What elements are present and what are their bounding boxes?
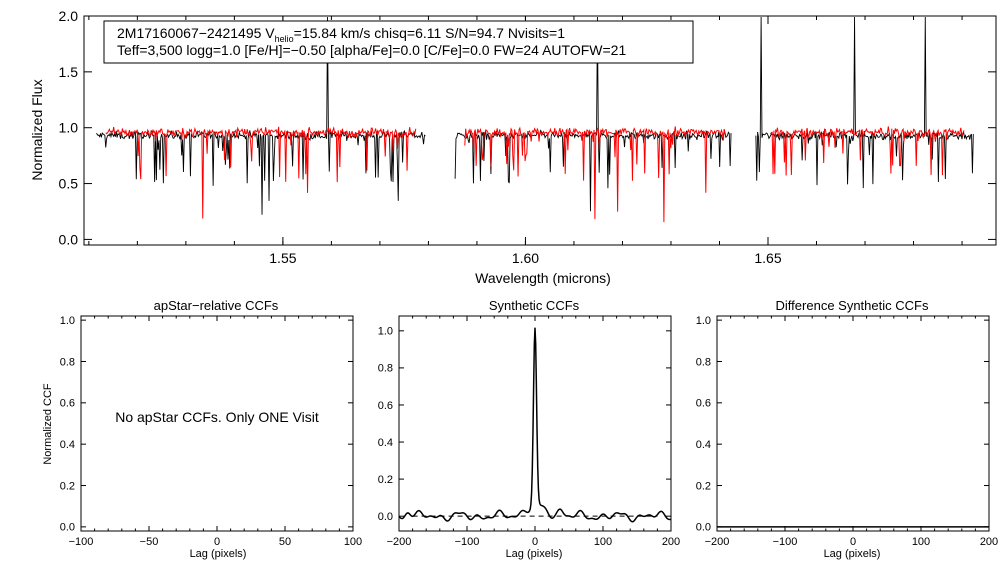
synthetic-ccf-x-tick-label: −100 — [455, 536, 480, 548]
difference-ccf-axes: −200 −100 0 100 200 0.0 0.2 0.4 0.6 0.8 1.0 — [696, 315, 998, 548]
apstar-ccf-x-tick-label: −50 — [140, 536, 159, 548]
synthetic-ccf-panel: Synthetic CCFs −200 −100 0 100 200 0.0 0.2 0.4 0… — [378, 298, 680, 560]
synthetic-ccf-y-tick-label: 0.4 — [378, 437, 393, 449]
apstar-ccf-y-tick-label: 0.4 — [60, 439, 75, 451]
difference-ccf-x-tick-label: 0 — [850, 536, 856, 548]
apstar-ccf-x-tick-label: 0 — [214, 536, 220, 548]
spectrum-y-tick-label: 0.5 — [59, 175, 79, 191]
apstar-ccf-panel: apStar−relative CCFs −100 −50 0 50 100 0.0 0.2… — [42, 298, 362, 560]
spectrum-plot-area — [95, 16, 974, 223]
spectrum-panel: 1.55 1.60 1.65 0.0 0.5 1.0 1.5 2.0 2M17160067−2… — [29, 8, 997, 286]
synthetic-ccf-x-tick-label: 200 — [662, 536, 680, 548]
difference-ccf-x-tick-label: −100 — [773, 536, 798, 548]
difference-ccf-y-tick-label: 0.4 — [696, 439, 711, 451]
apstar-ccf-y-axis-label: Normalized CCF — [42, 383, 54, 465]
apstar-ccf-y-tick-label: 1.0 — [60, 315, 75, 327]
apstar-ccf-y-tick-label: 0.2 — [60, 480, 75, 492]
synthetic-ccf-y-tick-label: 0.6 — [378, 400, 393, 412]
synthetic-ccf-title: Synthetic CCFs — [489, 298, 580, 313]
apstar-ccf-x-tick-label: −100 — [69, 536, 94, 548]
spectrum-series-model — [770, 126, 965, 176]
spectrum-x-axis-label: Wavelength (microns) — [475, 270, 611, 286]
synthetic-ccf-y-tick-label: 0.0 — [378, 511, 393, 523]
difference-ccf-panel: Difference Synthetic CCFs −200 −100 0 100 20… — [696, 298, 998, 560]
synthetic-ccf-x-axis-label: Lag (pixels) — [506, 548, 563, 560]
synthetic-ccf-x-tick-label: 0 — [532, 536, 538, 548]
synthetic-ccf-y-tick-label: 0.8 — [378, 363, 393, 375]
difference-ccf-y-tick-label: 1.0 — [696, 315, 711, 327]
apstar-ccf-x-tick-label: 100 — [344, 536, 362, 548]
apstar-ccf-x-axis-label: Lag (pixels) — [190, 548, 247, 560]
spectrum-series-model — [464, 126, 727, 223]
synthetic-ccf-y-tick-label: 0.2 — [378, 474, 393, 486]
synthetic-ccf-plot-area — [398, 327, 672, 523]
difference-ccf-x-tick-label: 200 — [980, 536, 998, 548]
synthetic-ccf-curve — [398, 327, 672, 523]
apstar-ccf-x-tick-label: 50 — [279, 536, 291, 548]
difference-ccf-x-tick-label: 100 — [912, 536, 930, 548]
synthetic-ccf-x-tick-label: 100 — [594, 536, 612, 548]
synthetic-ccf-y-tick-label: 1.0 — [378, 326, 393, 338]
spectrum-y-tick-label: 0.0 — [59, 231, 79, 247]
apstar-ccf-axes: −100 −50 0 50 100 0.0 0.2 0.4 0.6 0.8 1.0 — [60, 315, 362, 548]
synthetic-ccf-axes: −200 −100 0 100 200 0.0 0.2 0.4 0.6 0.8 1.0 — [378, 316, 680, 548]
difference-ccf-y-tick-label: 0.2 — [696, 480, 711, 492]
difference-ccf-x-axis-label: Lag (pixels) — [824, 548, 881, 560]
spectrum-y-axis-label: Normalized Flux — [29, 79, 45, 180]
difference-ccf-title: Difference Synthetic CCFs — [776, 298, 929, 313]
apstar-ccf-y-tick-label: 0.8 — [60, 356, 75, 368]
spectrum-series-observed — [755, 16, 974, 189]
spectrum-x-tick-label: 1.55 — [269, 250, 296, 266]
apstar-ccf-title: apStar−relative CCFs — [154, 298, 279, 313]
spectrum-y-tick-label: 1.5 — [59, 64, 79, 80]
spectrum-y-tick-label: 2.0 — [59, 8, 79, 24]
info-line-2: Teff=3,500 logg=1.0 [Fe/H]=−0.50 [alpha/… — [117, 42, 626, 58]
difference-ccf-frame — [716, 315, 990, 532]
spectrum-x-tick-label: 1.60 — [512, 250, 539, 266]
spectrum-axes: 1.55 1.60 1.65 0.0 0.5 1.0 1.5 2.0 — [59, 8, 996, 266]
difference-ccf-y-tick-label: 0.8 — [696, 356, 711, 368]
difference-ccf-y-tick-label: 0.0 — [696, 522, 711, 534]
apstar-ccf-y-tick-label: 0.0 — [60, 522, 75, 534]
difference-ccf-y-tick-label: 0.6 — [696, 398, 711, 410]
spectrum-x-tick-label: 1.65 — [754, 250, 781, 266]
synthetic-ccf-x-tick-label: −200 — [387, 536, 412, 548]
spectrum-frame — [83, 15, 997, 246]
info-box-frame — [103, 20, 694, 64]
spectrum-series-model — [105, 126, 417, 219]
difference-ccf-x-tick-label: −200 — [705, 536, 730, 548]
apstar-ccf-y-tick-label: 0.6 — [60, 398, 75, 410]
spectrum-y-tick-label: 1.0 — [59, 120, 79, 136]
spectrum-info-box: 2M17160067−2421495 Vhelio=15.84 km/s chi… — [103, 20, 694, 64]
no-ccf-message: No apStar CCFs. Only ONE Visit — [115, 409, 319, 425]
info-line-1: 2M17160067−2421495 Vhelio=15.84 km/s chi… — [117, 25, 565, 44]
